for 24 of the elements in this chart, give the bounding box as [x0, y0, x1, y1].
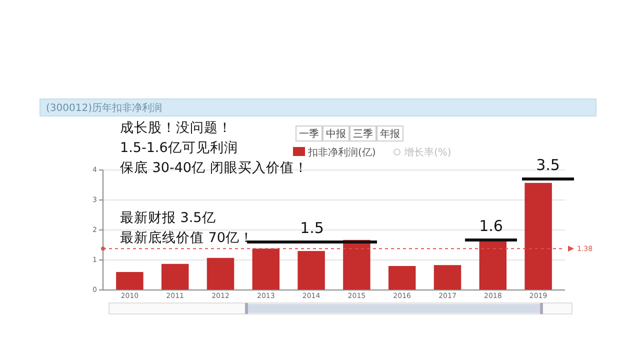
annotation: 最新底线价值 70亿！ — [120, 230, 254, 246]
text: 中报 — [326, 128, 346, 140]
annotation: 3.5 — [536, 156, 560, 174]
text: 年报 — [380, 128, 400, 140]
annotation: 1.5 — [300, 219, 324, 237]
bar — [161, 264, 189, 290]
text: 增长率(%) — [403, 146, 452, 158]
text: 一季 — [299, 128, 319, 140]
text: 三季 — [353, 128, 373, 140]
annotation: 最新财报 3.5亿 — [120, 210, 216, 226]
bar — [116, 272, 144, 290]
bar — [388, 266, 416, 290]
annotation: 1.6 — [479, 217, 503, 235]
bar — [252, 248, 280, 290]
bar — [206, 258, 234, 290]
text: 1.5-1.6亿可见利润 — [120, 140, 238, 156]
chart-title: (300012)历年扣非净利润 — [46, 102, 162, 114]
text: 成长股！没问题！ — [120, 120, 232, 136]
bar — [298, 251, 325, 290]
legend-label: 扣非净利润(亿) — [307, 146, 376, 158]
bar — [434, 265, 462, 290]
bar — [524, 182, 552, 290]
annotation: 保底 30-40亿 闭眼买入价值！ — [120, 160, 308, 176]
bar — [343, 240, 370, 290]
